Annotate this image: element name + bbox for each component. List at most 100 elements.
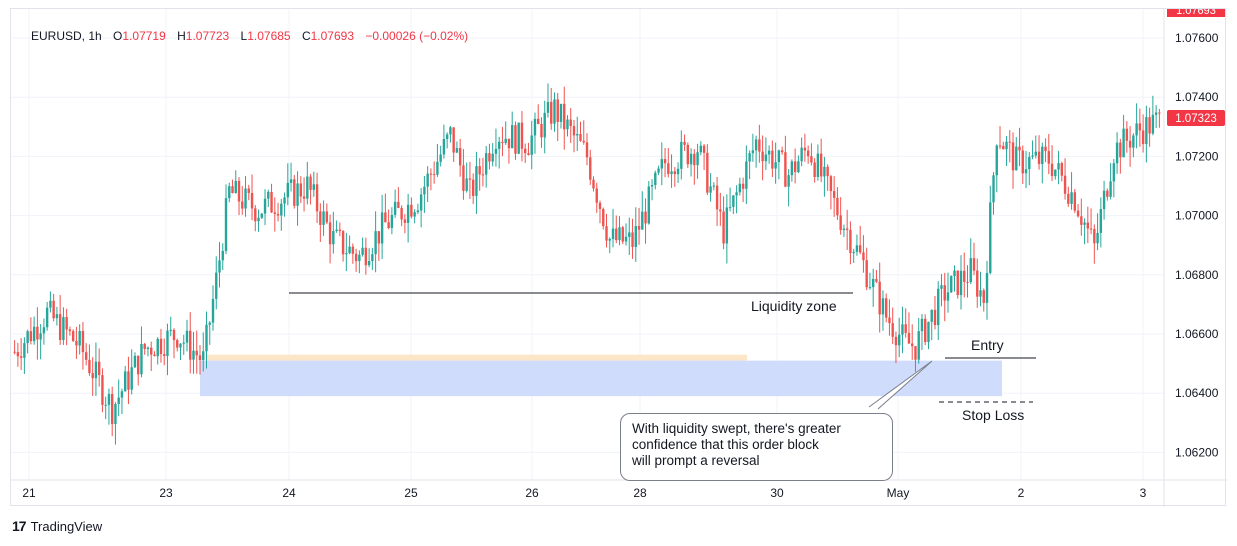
- candle-body: [937, 288, 940, 326]
- candle-body: [23, 343, 26, 358]
- candle-body: [189, 330, 192, 360]
- candle-body: [1119, 142, 1122, 158]
- candle-body: [1018, 146, 1021, 151]
- candle-body: [55, 314, 59, 319]
- candle-body: [764, 154, 768, 162]
- candle: [1112, 158, 1116, 198]
- candle: [71, 329, 75, 342]
- candle-body: [192, 350, 195, 360]
- candle: [488, 143, 491, 170]
- candle-body: [176, 340, 179, 348]
- symbol-legend: EURUSD, 1h O1.07719 H1.07723 L1.07685 C1…: [31, 29, 469, 43]
- candle-body: [953, 270, 956, 276]
- candle-body: [985, 272, 989, 303]
- candle: [618, 216, 621, 246]
- candle-body: [211, 298, 215, 323]
- candle-body: [208, 322, 211, 325]
- candle: [1125, 120, 1129, 153]
- time-axis[interactable]: 21 23 24 25 26 28 30 May 2 3: [22, 486, 1146, 500]
- candle-body: [416, 210, 420, 213]
- annotation-lines: [289, 292, 1036, 410]
- candle-body: [966, 281, 969, 283]
- candle: [97, 348, 101, 387]
- candle: [84, 343, 88, 366]
- candle-body: [1005, 141, 1008, 150]
- candle: [576, 116, 579, 151]
- candle-body: [878, 281, 881, 315]
- candle-body: [247, 188, 250, 194]
- candle-body: [884, 298, 888, 318]
- chart-frame[interactable]: Liquidity zone Entry Stop Loss 1.07600 1.…: [10, 8, 1227, 507]
- candle: [966, 265, 969, 298]
- candle-body: [345, 253, 348, 255]
- candle: [224, 184, 228, 255]
- candle: [517, 122, 520, 155]
- candle-body: [254, 208, 257, 222]
- candle-body: [563, 103, 566, 130]
- candle: [891, 307, 894, 345]
- candle: [1076, 204, 1080, 218]
- candle-body: [88, 359, 91, 374]
- candle: [140, 326, 143, 378]
- candle: [137, 355, 140, 386]
- candle-body: [36, 326, 39, 340]
- candle: [621, 225, 624, 245]
- candle-body: [959, 270, 963, 296]
- candle: [189, 312, 192, 374]
- candle: [374, 211, 377, 273]
- candle-body: [998, 145, 1002, 147]
- candle: [826, 164, 829, 191]
- candle-body: [839, 215, 842, 231]
- candle-body: [683, 141, 686, 145]
- candle: [797, 155, 800, 174]
- candle-body: [875, 278, 878, 282]
- candle: [455, 141, 459, 154]
- candle-body: [270, 191, 273, 213]
- candle-body: [810, 156, 813, 163]
- candle-body: [618, 227, 621, 241]
- candle-body: [273, 212, 276, 214]
- candle-body: [1099, 209, 1103, 233]
- tradingview-logo[interactable]: 17 TradingView: [12, 518, 102, 534]
- candle-body: [969, 258, 972, 283]
- candle: [644, 198, 647, 244]
- candle-body: [767, 150, 771, 155]
- candle-body: [572, 126, 576, 136]
- candle: [953, 265, 956, 292]
- candle-body: [865, 260, 868, 288]
- candle-body: [624, 236, 628, 242]
- candle-body: [384, 212, 387, 223]
- price-chart[interactable]: Liquidity zone Entry Stop Loss 1.076001.…: [11, 9, 1227, 507]
- candle: [898, 317, 901, 358]
- candle: [319, 203, 322, 243]
- candle: [1089, 208, 1093, 235]
- price-axis[interactable]: 1.07600 1.07400 1.07200 1.07000 1.06800 1.066…: [1175, 31, 1219, 459]
- candle: [387, 209, 390, 230]
- candle: [250, 174, 254, 221]
- candle: [445, 132, 449, 149]
- candle-body: [120, 391, 124, 398]
- top-price-badge-text: 1.07693: [1176, 9, 1216, 17]
- candle: [458, 138, 462, 177]
- candle: [354, 248, 358, 272]
- liquidity-zone-label: Liquidity zone: [751, 298, 837, 314]
- candle-body: [280, 203, 283, 216]
- candle: [367, 248, 371, 268]
- candle-body: [202, 351, 205, 361]
- candle: [286, 163, 290, 206]
- candle: [985, 260, 989, 320]
- candle-body: [250, 193, 254, 209]
- candle-body: [221, 250, 224, 261]
- candle: [894, 331, 898, 364]
- candle-body: [475, 166, 478, 196]
- candle-body: [650, 184, 654, 187]
- candle-body: [1141, 130, 1145, 145]
- candle-body: [950, 275, 953, 293]
- candle-body: [260, 213, 263, 218]
- candle: [449, 125, 452, 143]
- candle: [793, 148, 797, 184]
- candle-body: [1034, 151, 1037, 156]
- candle: [602, 207, 605, 230]
- candle: [68, 326, 72, 336]
- candle-body: [693, 153, 696, 166]
